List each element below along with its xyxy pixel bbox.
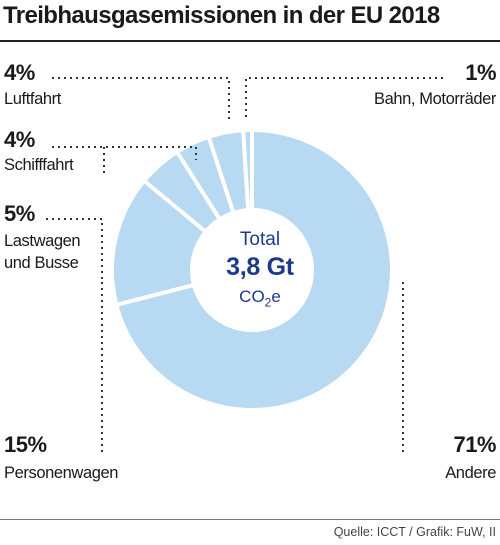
center-total-label: Total [239, 229, 281, 250]
slice-andere [113, 127, 394, 412]
leader-lastwagen [46, 218, 103, 282]
source-credit: Quelle: ICCT / Grafik: FuW, II [333, 525, 496, 539]
personenwagen-label: Personenwagen [4, 464, 119, 482]
bahn-label: Bahn, Motorräder [374, 90, 496, 108]
bahn-value: 1% [465, 60, 496, 85]
center-total-unit: CO2e [239, 287, 281, 310]
lastwagen-value: 5% [4, 201, 35, 226]
center-total-value: 3,8 Gt [226, 253, 294, 281]
slice-bahn-motorr-der [241, 127, 254, 213]
chart-title: Treibhausgasemissionen in der EU 2018 [3, 2, 440, 29]
leader-schifffahrt [52, 146, 197, 160]
lastwagen-label: Lastwagen und Busse [4, 232, 81, 272]
leader-bahn [245, 77, 443, 118]
schifffahrt-label: Schifffahrt [4, 156, 74, 174]
footer-rule [0, 519, 500, 520]
personenwagen-value: 15% [4, 432, 47, 457]
luftfahrt-value: 4% [4, 60, 35, 85]
schifffahrt-value: 4% [4, 127, 35, 152]
andere-value: 71% [453, 432, 496, 457]
andere-label: Andere [445, 464, 496, 482]
title-rule [0, 40, 500, 42]
slice-personenwagen [110, 177, 209, 308]
donut-chart [46, 77, 443, 452]
luftfahrt-label: Luftfahrt [4, 90, 61, 108]
leader-luftfahrt [52, 77, 230, 120]
